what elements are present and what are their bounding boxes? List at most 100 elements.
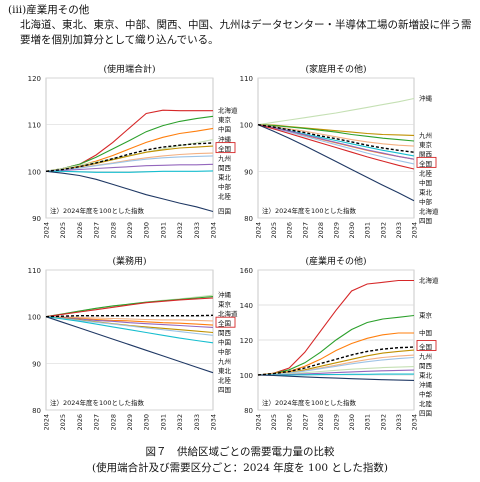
x-tick-label: 2031: [159, 414, 167, 431]
series-label-中国: 中国: [218, 338, 231, 347]
series-line-北陸: [46, 170, 214, 173]
series-label-九州: 九州: [218, 357, 231, 366]
series-line-東京: [257, 314, 415, 376]
x-tick-label: 2031: [159, 222, 167, 239]
x-tick-label: 2030: [143, 222, 151, 239]
series-line-東京: [45, 115, 214, 172]
figure-subtitle: (使用端合計及び需要区分ごと：2024 年度を 100 とした指数): [92, 462, 388, 474]
x-tick-label: 2028: [317, 414, 325, 431]
series-label-中部: 中部: [419, 197, 433, 206]
series-label-全国: 全国: [419, 342, 432, 351]
series-label-沖縄: 沖縄: [419, 94, 433, 103]
series-line-東京: [257, 124, 415, 142]
chart-title: (業務用): [112, 255, 146, 267]
series-line-東北: [45, 155, 214, 172]
y-tick-label: 100: [28, 168, 41, 176]
x-tick-label: 2024: [255, 222, 263, 239]
series-label-全国: 全国: [218, 319, 231, 328]
series-label-全国: 全国: [218, 144, 231, 153]
x-tick-label: 2033: [395, 222, 403, 239]
series-label-中部: 中部: [218, 347, 232, 356]
national-label-box: [215, 142, 236, 154]
series-label-東京: 東京: [218, 300, 232, 309]
series-line-東京: [45, 296, 214, 318]
series-line-東北: [257, 356, 415, 376]
series-label-中国: 中国: [419, 328, 432, 337]
x-tick-label: 2025: [59, 414, 67, 431]
x-tick-label: 2026: [286, 222, 294, 239]
series-line-四国: [257, 124, 415, 202]
chart-note: 注）2024年度を100とした指数: [50, 206, 144, 215]
series-line-中国: [257, 332, 414, 376]
series-label-九州: 九州: [419, 352, 432, 361]
series-line-北海道: [257, 279, 414, 376]
x-tick-label: 2034: [411, 414, 419, 431]
x-tick-label: 2031: [364, 222, 372, 239]
series-line-四国: [45, 170, 214, 213]
national-label-box: [215, 316, 236, 328]
series-label-北陸: 北陸: [218, 376, 232, 385]
x-tick-label: 2025: [270, 414, 278, 431]
y-tick-label: 80: [32, 407, 41, 415]
x-tick-label: 2027: [93, 222, 101, 239]
y-tick-label: 110: [28, 122, 41, 130]
x-tick-label: 2029: [126, 222, 134, 239]
y-tick-label: 140: [240, 302, 253, 310]
x-tick-label: 2028: [109, 222, 117, 239]
series-line-北陸: [45, 316, 214, 344]
series-label-四国: 四国: [218, 207, 231, 215]
x-tick-label: 2031: [364, 414, 372, 431]
chart-note: 注）2024年度を100とした指数: [50, 398, 144, 407]
chart-note: 注）2024年度を100とした指数: [262, 206, 356, 215]
series-label-四国: 四国: [419, 217, 432, 225]
y-tick-label: 80: [244, 407, 253, 415]
series-label-全国: 全国: [419, 159, 432, 168]
series-line-全国: [257, 124, 415, 153]
series-label-中国: 中国: [419, 178, 432, 187]
series-label-東京: 東京: [419, 311, 433, 320]
series-line-中部: [45, 163, 214, 172]
series-label-東京: 東京: [218, 115, 232, 124]
series-label-東京: 東京: [419, 140, 433, 149]
x-tick-label: 2033: [193, 222, 201, 239]
y-tick-label: 80: [244, 215, 253, 223]
series-label-関西: 関西: [218, 329, 232, 337]
series-label-東北: 東北: [218, 173, 232, 182]
series-label-中国: 中国: [218, 125, 231, 134]
series-label-関西: 関西: [218, 164, 232, 172]
x-tick-label: 2026: [286, 414, 294, 431]
series-label-北陸: 北陸: [419, 399, 433, 408]
series-line-関西: [257, 124, 415, 147]
x-tick-label: 2027: [301, 222, 309, 239]
x-tick-label: 2032: [176, 222, 184, 239]
x-tick-label: 2034: [210, 414, 218, 431]
series-label-沖縄: 沖縄: [218, 135, 232, 144]
series-line-北海道: [45, 297, 214, 318]
y-tick-label: 100: [28, 314, 41, 322]
series-label-九州: 九州: [218, 154, 231, 163]
national-label-box: [416, 340, 437, 351]
x-tick-label: 2034: [411, 222, 419, 239]
plot-frame: [45, 269, 214, 411]
x-tick-label: 2030: [348, 222, 356, 239]
series-label-北海道: 北海道: [419, 206, 439, 215]
x-tick-label: 2025: [59, 222, 67, 239]
series-line-中部: [257, 124, 415, 160]
x-tick-label: 2028: [317, 222, 325, 239]
series-label-北陸: 北陸: [419, 168, 433, 177]
series-label-中部: 中部: [419, 390, 433, 399]
y-tick-label: 100: [240, 372, 253, 380]
x-tick-label: 2024: [43, 222, 51, 239]
x-tick-label: 2030: [143, 414, 151, 431]
x-tick-label: 2026: [76, 414, 84, 431]
y-tick-label: 90: [244, 168, 253, 176]
national-label-box: [416, 156, 437, 168]
series-line-沖縄: [257, 97, 415, 126]
x-tick-label: 2029: [333, 414, 341, 431]
series-label-四国: 四国: [419, 410, 432, 418]
x-tick-label: 2026: [76, 222, 84, 239]
y-tick-label: 90: [32, 360, 41, 368]
section-heading: (ⅲ)産業用その他: [8, 4, 90, 16]
y-tick-label: 110: [240, 75, 253, 83]
